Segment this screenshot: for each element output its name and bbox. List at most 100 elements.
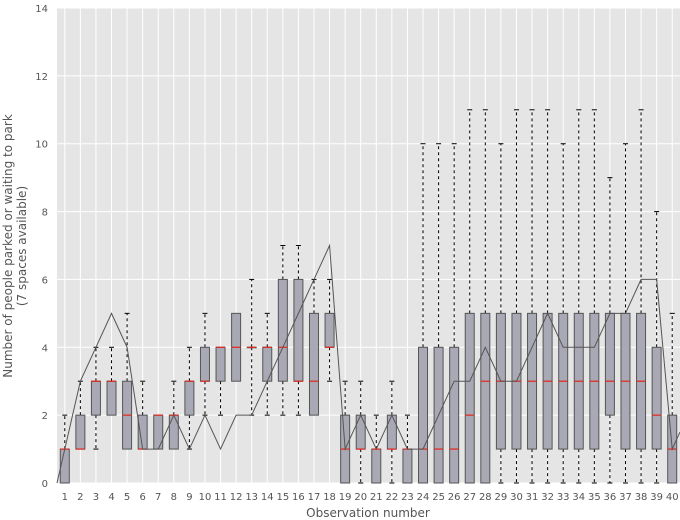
box-28 [480, 312, 491, 484]
whisker-34 [576, 109, 582, 484]
x-tick-label: 4 [108, 492, 114, 503]
box-3 [90, 380, 101, 416]
x-tick-label: 40 [666, 492, 679, 503]
x-tick-label: 25 [432, 492, 445, 503]
box-7 [153, 414, 164, 450]
box-24 [418, 346, 429, 484]
x-tick-label: 13 [245, 492, 258, 503]
plot-area [57, 8, 680, 483]
whisker-26 [451, 143, 457, 348]
x-tick-label: 1 [62, 492, 68, 503]
whisker-25 [436, 143, 442, 348]
line-path [56, 243, 680, 484]
whisker-11 [218, 381, 224, 416]
whiskers [62, 109, 675, 484]
box-9 [184, 380, 195, 416]
box-1 [59, 448, 70, 484]
x-tick-label: 2 [77, 492, 83, 503]
box-8 [168, 414, 179, 450]
whisker-32 [545, 109, 551, 484]
y-axis-label-line1: Number of people parked or waiting to pa… [1, 114, 15, 378]
whisker-37 [622, 143, 628, 484]
x-tick-label: 8 [171, 492, 177, 503]
x-tick-label: 10 [199, 492, 212, 503]
whisker-27 [467, 109, 473, 314]
box-26 [449, 346, 460, 484]
x-tick-label: 24 [417, 492, 430, 503]
x-tick-label: 7 [155, 492, 161, 503]
whisker-8 [171, 380, 177, 416]
box-27 [464, 312, 475, 484]
x-tick-label: 11 [214, 492, 227, 503]
whisker-30 [513, 109, 519, 484]
y-tick-label: 2 [42, 411, 48, 422]
whisker-5 [124, 312, 130, 382]
whisker-28 [482, 109, 488, 314]
x-tick-label: 36 [604, 492, 617, 503]
y-axis-label-line2: (7 spaces available) [15, 186, 29, 306]
box-39 [651, 346, 662, 450]
box-16 [293, 278, 304, 382]
whisker-1 [62, 414, 68, 450]
y-tick-label: 6 [42, 275, 48, 286]
x-tick-label: 22 [385, 492, 398, 503]
x-tick-label: 3 [93, 492, 99, 503]
y-tick-label: 10 [35, 140, 48, 151]
y-tick-label: 14 [35, 4, 48, 15]
x-tick-label: 6 [139, 492, 145, 503]
y-tick-label: 0 [42, 479, 48, 490]
box-14 [262, 346, 273, 382]
x-tick-label: 16 [292, 492, 305, 503]
whisker-20 [358, 380, 364, 484]
y-tick-label: 8 [42, 208, 48, 219]
box-22 [386, 414, 397, 450]
x-tick-label: 27 [463, 492, 476, 503]
box-17 [308, 312, 319, 416]
y-tick-label: 12 [35, 72, 48, 83]
box-23 [402, 448, 413, 484]
box-36 [604, 312, 615, 416]
whisker-14 [264, 312, 270, 416]
x-tick-label: 39 [650, 492, 663, 503]
x-tick-label: 9 [186, 492, 192, 503]
whisker-38 [638, 109, 644, 484]
box-10 [199, 346, 210, 382]
box-15 [277, 278, 288, 382]
x-tick-label: 21 [370, 492, 383, 503]
box-11 [215, 346, 226, 382]
whisker-24 [420, 143, 426, 348]
box-21 [371, 448, 382, 484]
x-tick-label: 23 [401, 492, 414, 503]
whisker-33 [560, 143, 566, 484]
whisker-23 [404, 414, 410, 450]
x-tick-label: 17 [308, 492, 321, 503]
x-tick-label: 18 [323, 492, 336, 503]
x-tick-label: 37 [619, 492, 632, 503]
whisker-21 [373, 414, 379, 450]
x-tick-label: 26 [448, 492, 461, 503]
x-tick-label: 31 [526, 492, 539, 503]
x-tick-label: 29 [495, 492, 508, 503]
box-18 [324, 312, 335, 348]
x-axis-label: Observation number [306, 506, 430, 520]
whisker-35 [591, 109, 597, 484]
box-2 [75, 414, 86, 450]
whisker-22 [389, 380, 395, 484]
whisker-29 [498, 143, 504, 484]
box-4 [106, 380, 117, 416]
y-tick-label: 4 [42, 343, 48, 354]
whisker-36 [607, 177, 613, 484]
x-tick-label: 14 [261, 492, 274, 503]
box-6 [137, 414, 148, 450]
line-series [56, 243, 680, 484]
whisker-15 [280, 245, 286, 416]
x-tick-label: 35 [588, 492, 601, 503]
x-tick-label: 12 [230, 492, 243, 503]
whisker-6 [140, 380, 146, 416]
box-20 [355, 414, 366, 450]
whisker-18 [327, 278, 333, 382]
x-tick-label: 32 [541, 492, 554, 503]
x-tick-label: 34 [572, 492, 585, 503]
x-tick-label: 5 [124, 492, 130, 503]
